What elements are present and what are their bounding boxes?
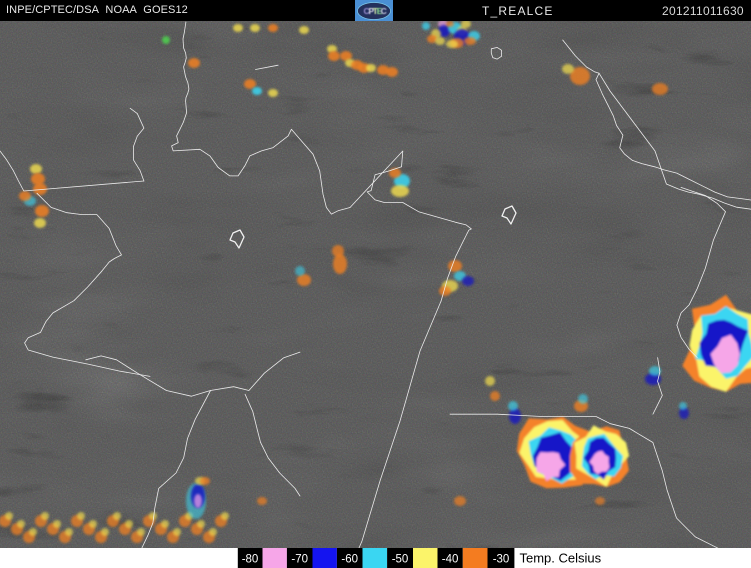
svg-text:-30: -30	[493, 554, 510, 566]
svg-text:-60: -60	[341, 554, 358, 566]
svg-text:C: C	[381, 6, 387, 16]
svg-text:-50: -50	[392, 554, 409, 566]
svg-text:-40: -40	[442, 554, 459, 566]
svg-text:Temp. Celsius: Temp. Celsius	[520, 551, 602, 566]
svg-text:-80: -80	[242, 554, 259, 566]
svg-text:-70: -70	[291, 554, 308, 566]
